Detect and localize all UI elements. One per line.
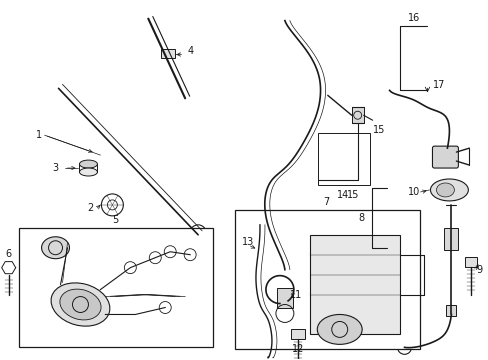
Text: 1: 1: [36, 130, 41, 140]
Text: 2: 2: [87, 203, 93, 213]
Text: 17: 17: [432, 80, 445, 90]
Text: 9: 9: [475, 265, 481, 275]
Text: 15: 15: [346, 190, 358, 200]
Ellipse shape: [436, 183, 453, 197]
Bar: [446, 305, 455, 316]
Bar: [444, 228, 457, 250]
Bar: [309, 235, 399, 334]
FancyBboxPatch shape: [431, 146, 457, 168]
Bar: [290, 329, 304, 339]
Ellipse shape: [80, 168, 97, 176]
Bar: [235, 210, 419, 349]
Ellipse shape: [429, 179, 468, 201]
Ellipse shape: [51, 283, 110, 326]
Bar: [317, 133, 369, 185]
Bar: [161, 49, 175, 58]
Text: 11: 11: [289, 289, 302, 300]
Text: 16: 16: [407, 13, 420, 23]
Text: 4: 4: [187, 46, 193, 57]
Bar: [351, 107, 363, 123]
Text: 5: 5: [112, 215, 118, 225]
Text: 7: 7: [323, 197, 329, 207]
Text: 12: 12: [291, 345, 304, 354]
Ellipse shape: [41, 237, 69, 259]
Text: 14: 14: [336, 190, 348, 200]
Bar: [465, 257, 476, 267]
Text: 3: 3: [52, 163, 59, 173]
Bar: [276, 288, 292, 307]
Ellipse shape: [60, 289, 101, 320]
Text: 6: 6: [5, 249, 12, 259]
Bar: [19, 228, 213, 347]
Ellipse shape: [80, 160, 97, 168]
Text: 13: 13: [242, 237, 254, 247]
Text: 10: 10: [407, 187, 420, 197]
Text: 8: 8: [358, 213, 364, 223]
Text: 15: 15: [373, 125, 385, 135]
Ellipse shape: [317, 315, 362, 345]
